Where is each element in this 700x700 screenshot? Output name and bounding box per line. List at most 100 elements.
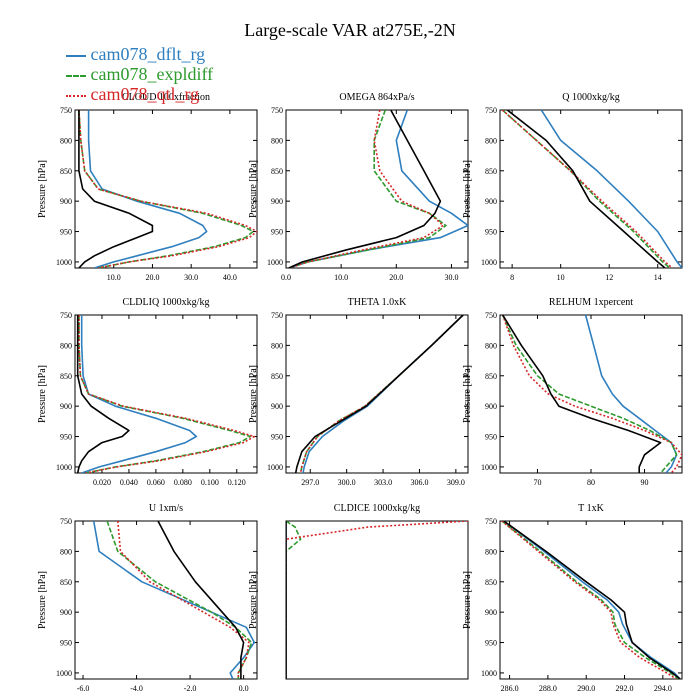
y-tick-label: 900	[60, 402, 72, 411]
series-line-1	[92, 521, 256, 679]
y-tick-label: 800	[485, 136, 497, 145]
series-line-2	[78, 110, 254, 268]
y-tick-label: 1000	[481, 258, 497, 267]
y-tick-label: 750	[485, 517, 497, 526]
y-tick-label: 900	[485, 402, 497, 411]
y-axis-label: Pressure [hPa]	[248, 571, 259, 629]
x-tick-label: 303.0	[374, 478, 392, 487]
x-tick-label: 300.0	[338, 478, 356, 487]
panel-title: CLOUD 100xfraction	[122, 92, 210, 103]
legend-entry-dflt: cam078_dflt_rg	[66, 44, 213, 64]
y-tick-label: 1000	[267, 258, 283, 267]
y-tick-label: 750	[60, 517, 72, 526]
series-line-4	[78, 110, 154, 268]
panel-frame	[499, 520, 683, 680]
legend-label-qtl: cam078_qtl_rg	[90, 84, 200, 104]
y-tick-label: 750	[485, 311, 497, 320]
x-tick-label: 10.0	[334, 273, 348, 282]
y-tick-label: 850	[485, 167, 497, 176]
panel-frame	[285, 314, 469, 474]
x-tick-label: 30.0	[184, 273, 198, 282]
y-tick-label: 850	[485, 372, 497, 381]
series-line-4	[502, 315, 662, 473]
legend-label-expldiff: cam078_expldiff	[90, 64, 214, 84]
y-tick-label: 950	[485, 639, 497, 648]
panel-title: Q 1000xkg/kg	[562, 92, 620, 103]
series-line-2	[286, 521, 302, 679]
x-tick-label: 80	[587, 478, 595, 487]
y-axis-label: Pressure [hPa]	[462, 160, 473, 218]
series-line-3	[78, 110, 257, 268]
series-line-3	[78, 315, 256, 473]
y-tick-label: 950	[60, 433, 72, 442]
x-tick-label: -2.0	[184, 684, 197, 693]
series-group	[294, 315, 464, 473]
figure-title: Large-scale VAR at275E,-2N	[244, 20, 456, 40]
y-tick-label: 1000	[56, 258, 72, 267]
y-tick-label: 850	[60, 372, 72, 381]
y-tick-label: 1000	[56, 463, 72, 472]
series-group	[286, 521, 468, 679]
panel-4: CLDLIQ 1000xkg/kg Pressure [hPa] 750 800 850…	[37, 297, 258, 487]
x-tick-label: 294.0	[654, 684, 672, 693]
y-tick-label: 800	[60, 136, 72, 145]
y-axis-label: Pressure [hPa]	[462, 571, 473, 629]
x-tick-label: 0.100	[201, 478, 219, 487]
y-axis-label: Pressure [hPa]	[462, 365, 473, 423]
y-tick-label: 1000	[56, 669, 72, 678]
panel-title: U 1xm/s	[149, 503, 183, 514]
panel-frame	[499, 314, 683, 474]
x-tick-label: 10.0	[107, 273, 121, 282]
x-tick-label: 90	[641, 478, 649, 487]
series-line-1	[288, 110, 468, 268]
y-axis-label: Pressure [hPa]	[248, 365, 259, 423]
x-tick-label: 0.060	[147, 478, 165, 487]
x-tick-label: 0.0	[281, 273, 291, 282]
y-tick-label: 850	[271, 372, 283, 381]
series-group	[78, 110, 257, 268]
x-tick-label: 30.0	[444, 273, 458, 282]
x-tick-label: 0.120	[228, 478, 246, 487]
x-tick-label: 0.040	[120, 478, 138, 487]
panel-frame	[74, 314, 258, 474]
series-group	[501, 521, 681, 679]
series-line-4	[157, 521, 245, 679]
y-tick-label: 1000	[267, 463, 283, 472]
legend-swatch-expldiff	[66, 74, 86, 77]
x-tick-label: -4.0	[130, 684, 143, 693]
legend-entry-qtl: cam078_qtl_rg	[66, 84, 213, 104]
y-tick-label: 750	[485, 106, 497, 115]
series-line-3	[501, 110, 673, 268]
y-tick-label: 1000	[481, 669, 497, 678]
y-tick-label: 800	[60, 547, 72, 556]
y-tick-label: 850	[271, 167, 283, 176]
y-tick-label: 900	[485, 197, 497, 206]
y-tick-label: 950	[485, 433, 497, 442]
legend-swatch-qtl	[66, 94, 86, 97]
series-line-3	[501, 521, 677, 679]
legend-swatch-dflt	[66, 54, 86, 57]
x-tick-label: 20.0	[145, 273, 159, 282]
y-tick-label: 750	[271, 106, 283, 115]
series-line-3	[286, 521, 468, 679]
panel-frame	[285, 520, 469, 680]
x-tick-label: 290.0	[577, 684, 595, 693]
y-tick-label: 900	[485, 608, 497, 617]
series-line-2	[501, 110, 671, 268]
series-line-3	[288, 110, 445, 268]
series-group	[92, 521, 256, 679]
x-tick-label: 0.080	[174, 478, 192, 487]
series-line-4	[503, 521, 681, 679]
panel-title: RELHUM 1xpercent	[549, 297, 633, 308]
panel-title: THETA 1.0xK	[348, 297, 407, 308]
series-line-1	[503, 521, 681, 679]
series-group	[288, 110, 468, 268]
y-tick-label: 900	[271, 402, 283, 411]
panel-1: CLOUD 100xfraction Pressure [hPa] 750 800 85…	[37, 92, 258, 282]
panel-8: CLDICE 1000xkg/kg Pressure [hPa]	[248, 503, 469, 680]
panel-9: T 1xK Pressure [hPa] 750 800 850 900 950 1000 28…	[462, 503, 683, 693]
y-axis-label: Pressure [hPa]	[37, 160, 48, 218]
series-line-2	[501, 315, 678, 473]
panel-7: U 1xm/s Pressure [hPa] 750 800 850 900 950 1000…	[37, 503, 258, 693]
